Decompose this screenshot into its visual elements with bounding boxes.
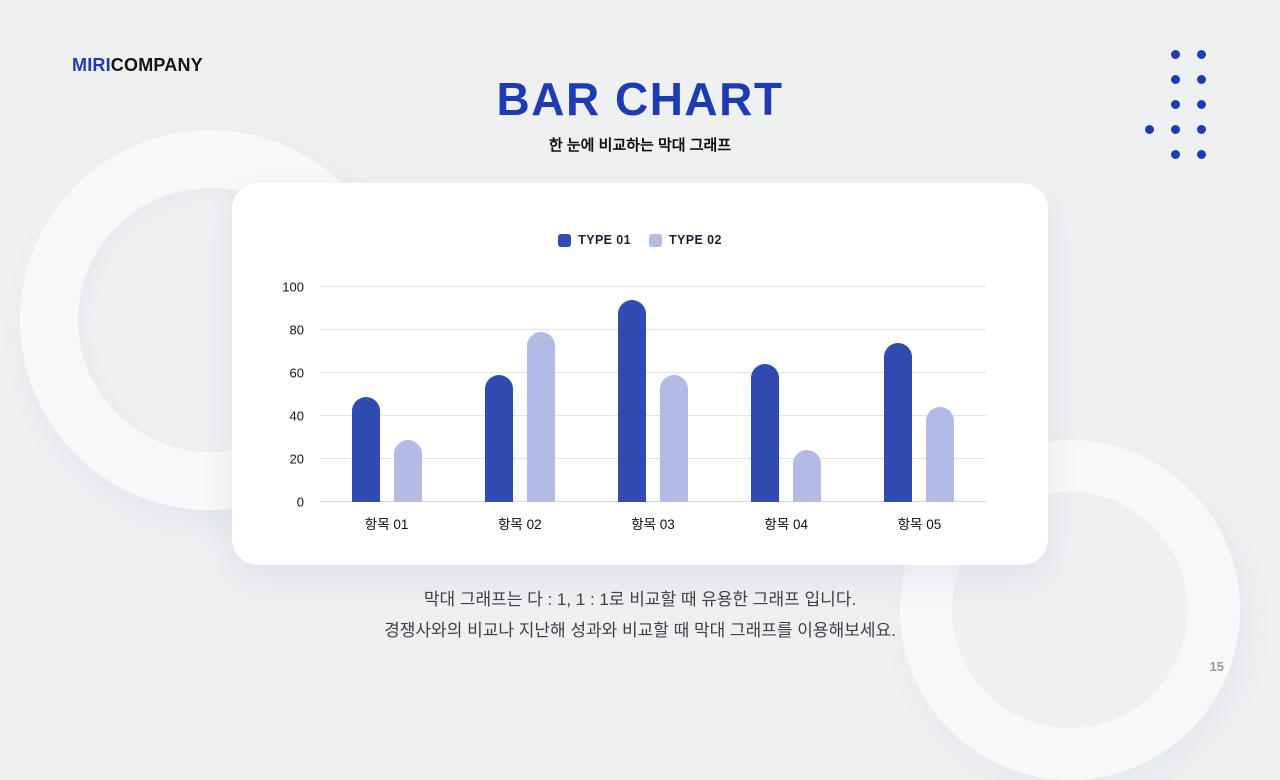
legend-swatch: [558, 233, 572, 247]
legend-label: TYPE 02: [669, 233, 722, 247]
bar-group: [853, 287, 986, 502]
categories-row: 항목 01 항목 02 항목 03 항목 04 항목 05: [320, 513, 986, 533]
dot-icon: [1197, 125, 1206, 134]
bar-series-1: [751, 364, 780, 502]
x-axis-category-label: 항목 04: [764, 517, 809, 532]
dot-icon: [1145, 125, 1154, 134]
description-text: 막대 그래프는 다 : 1, 1 : 1로 비교할 때 유용한 그래프 입니다.…: [0, 584, 1280, 646]
legend-label: TYPE 01: [578, 233, 631, 247]
bar-series-1: [884, 342, 913, 502]
dot-row: [1171, 150, 1206, 159]
logo-text-miri: MIRI: [72, 55, 111, 75]
dot-grid-decoration: [1145, 50, 1206, 159]
bar-series-1: [618, 299, 646, 502]
page-number: 15: [1209, 659, 1224, 674]
chart-plot: 0 20 40 60 80 100: [282, 280, 986, 510]
x-axis-category-label: 항목 03: [631, 517, 675, 532]
dot-row: [1171, 100, 1206, 109]
dot-icon: [1171, 150, 1180, 159]
bar-series-1: [351, 396, 380, 502]
y-axis-tick-label: 20: [289, 451, 304, 467]
x-axis-category-label: 항목 01: [364, 517, 409, 532]
gridline: [320, 372, 986, 373]
y-axis-tick-label: 60: [289, 365, 304, 381]
bar-series-2: [526, 332, 555, 502]
legend-item: TYPE 02: [649, 233, 722, 247]
y-axis-tick-label: 40: [289, 408, 304, 424]
bar-group: [320, 287, 453, 502]
dot-row: [1145, 125, 1206, 134]
legend-item: TYPE 01: [558, 233, 631, 247]
dot-icon: [1197, 75, 1206, 84]
bar-series-2: [393, 439, 422, 502]
legend-swatch: [649, 233, 662, 247]
chart-legend: TYPE 01 TYPE 02: [232, 233, 1048, 247]
bar-group: [720, 287, 853, 502]
dot-icon: [1171, 50, 1180, 59]
bar-series-1: [484, 375, 513, 502]
dot-row: [1171, 50, 1206, 59]
y-axis-tick-label: 80: [289, 322, 304, 338]
x-axis-category-label: 항목 05: [897, 517, 942, 532]
dot-icon: [1171, 100, 1180, 109]
bar-series-2: [926, 407, 955, 502]
y-axis-tick-label: 100: [282, 279, 304, 295]
company-logo: MIRICOMPANY: [72, 55, 203, 76]
bars-row: [320, 287, 986, 502]
x-axis-category-label: 항목 02: [498, 517, 542, 532]
gridline: [320, 286, 986, 287]
bar-series-2: [793, 450, 822, 502]
logo-text-company: COMPANY: [110, 55, 203, 75]
chart-card: TYPE 01 TYPE 02 0 20 40 60 80 100 항목 01 항목 02 항목…: [232, 183, 1048, 565]
bar-group: [586, 287, 719, 502]
gridline: [320, 415, 986, 416]
bar-group: [453, 287, 586, 502]
dot-icon: [1197, 50, 1206, 59]
y-axis-tick-label: 0: [296, 494, 304, 510]
dot-icon: [1197, 100, 1206, 109]
description-line-1: 막대 그래프는 다 : 1, 1 : 1로 비교할 때 유용한 그래프 입니다.: [423, 590, 857, 609]
page-title: BAR CHART: [496, 73, 784, 125]
gridline: [320, 458, 986, 459]
dot-icon: [1171, 75, 1180, 84]
dot-icon: [1197, 150, 1206, 159]
description-line-2: 경쟁사와의 비교나 지난해 성과와 비교할 때 막대 그래프를 이용해보세요.: [384, 621, 896, 640]
dot-icon: [1171, 125, 1180, 134]
gridline: [320, 501, 986, 502]
gridline: [320, 329, 986, 330]
bar-series-2: [660, 375, 688, 502]
dot-row: [1171, 75, 1206, 84]
page-subtitle: 한 눈에 비교하는 막대 그래프: [548, 137, 732, 154]
